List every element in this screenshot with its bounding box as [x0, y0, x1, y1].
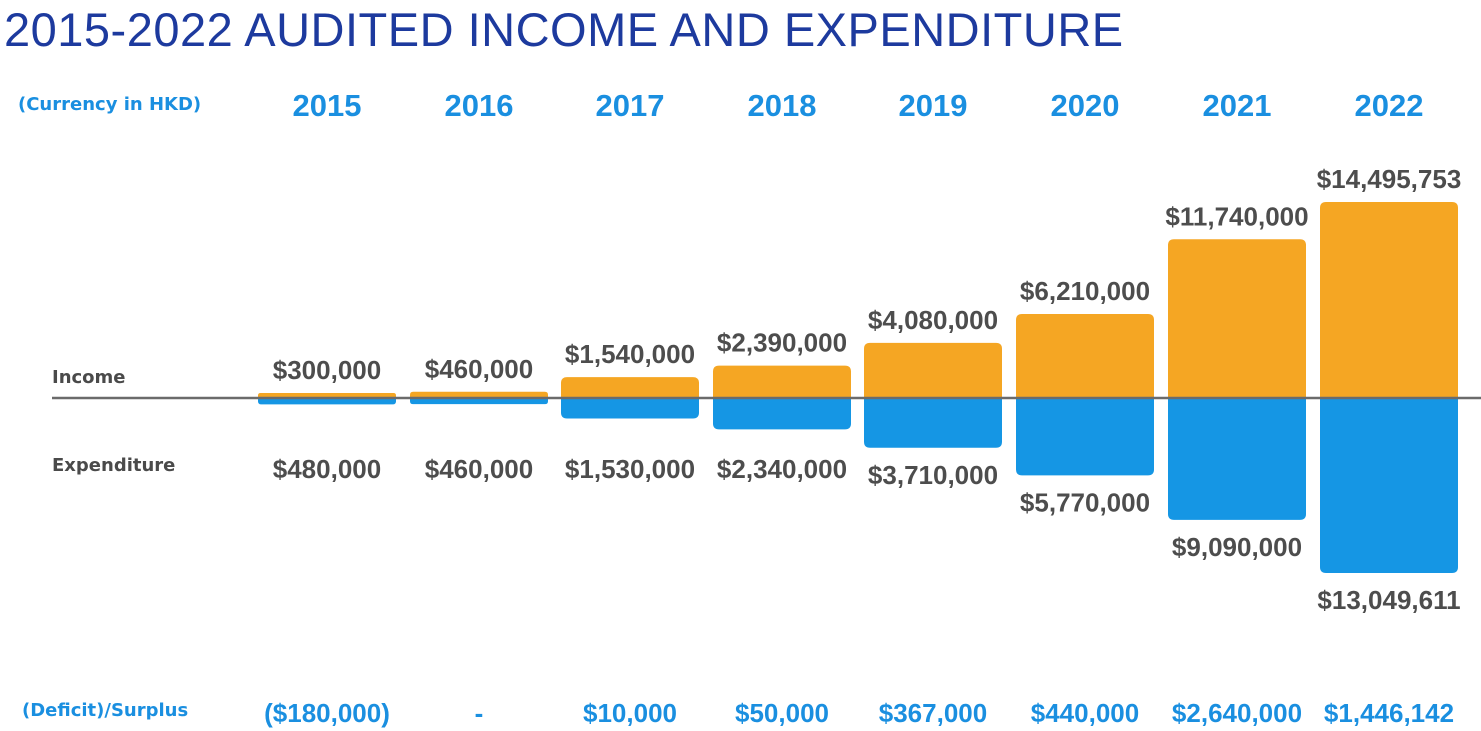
- expenditure-bar: [1168, 398, 1306, 520]
- expenditure-value-label: $1,530,000: [565, 454, 695, 484]
- income-bar: [561, 377, 699, 398]
- income-value-label: $6,210,000: [1020, 276, 1150, 306]
- year-label: 2018: [748, 88, 817, 123]
- expenditure-bar: [864, 398, 1002, 448]
- surplus-value-label: ($180,000): [264, 698, 390, 728]
- surplus-value-label: $440,000: [1031, 698, 1139, 728]
- income-bar: [713, 365, 851, 398]
- year-label: 2020: [1051, 88, 1120, 123]
- expenditure-value-label: $5,770,000: [1020, 487, 1150, 517]
- year-label: 2015: [293, 88, 362, 123]
- income-value-label: $460,000: [425, 354, 533, 384]
- expenditure-bar: [410, 398, 548, 405]
- year-label: 2017: [596, 88, 665, 123]
- income-value-label: $4,080,000: [868, 305, 998, 335]
- income-bar: [1016, 314, 1154, 398]
- expenditure-value-label: $13,049,611: [1317, 585, 1460, 615]
- expenditure-value-label: $460,000: [425, 454, 533, 484]
- currency-label: (Currency in HKD): [18, 94, 202, 115]
- income-value-label: $1,540,000: [565, 339, 695, 369]
- surplus-value-label: $50,000: [735, 698, 829, 728]
- surplus-row-label: (Deficit)/Surplus: [22, 700, 189, 721]
- income-value-label: $300,000: [273, 355, 381, 385]
- year-label: 2022: [1355, 88, 1424, 123]
- page-title: 2015-2022 AUDITED INCOME AND EXPENDITURE: [4, 3, 1124, 56]
- income-value-label: $14,495,753: [1317, 164, 1462, 194]
- expenditure-value-label: $480,000: [273, 454, 381, 484]
- year-label: 2019: [899, 88, 968, 123]
- expenditure-value-label: $9,090,000: [1172, 532, 1302, 562]
- income-row-label: Income: [52, 367, 126, 388]
- income-bar: [1320, 202, 1458, 398]
- surplus-value-label: $10,000: [583, 698, 677, 728]
- year-label: 2016: [445, 88, 514, 123]
- expenditure-bar: [561, 398, 699, 419]
- expenditure-bar: [713, 398, 851, 430]
- income-bar: [410, 391, 548, 398]
- income-value-label: $11,740,000: [1165, 201, 1308, 231]
- expenditure-value-label: $2,340,000: [717, 454, 847, 484]
- surplus-value-label: $1,446,142: [1324, 698, 1454, 728]
- surplus-value-label: -: [475, 698, 484, 728]
- expenditure-bar: [1016, 398, 1154, 476]
- year-label: 2021: [1203, 88, 1272, 123]
- expenditure-row-label: Expenditure: [52, 455, 176, 476]
- income-bar: [1168, 239, 1306, 398]
- income-bar: [864, 342, 1002, 398]
- expenditure-value-label: $3,710,000: [868, 460, 998, 490]
- surplus-value-label: $367,000: [879, 698, 987, 728]
- income-value-label: $2,390,000: [717, 328, 847, 358]
- surplus-value-label: $2,640,000: [1172, 698, 1302, 728]
- expenditure-bar: [258, 398, 396, 405]
- expenditure-bar: [1320, 398, 1458, 573]
